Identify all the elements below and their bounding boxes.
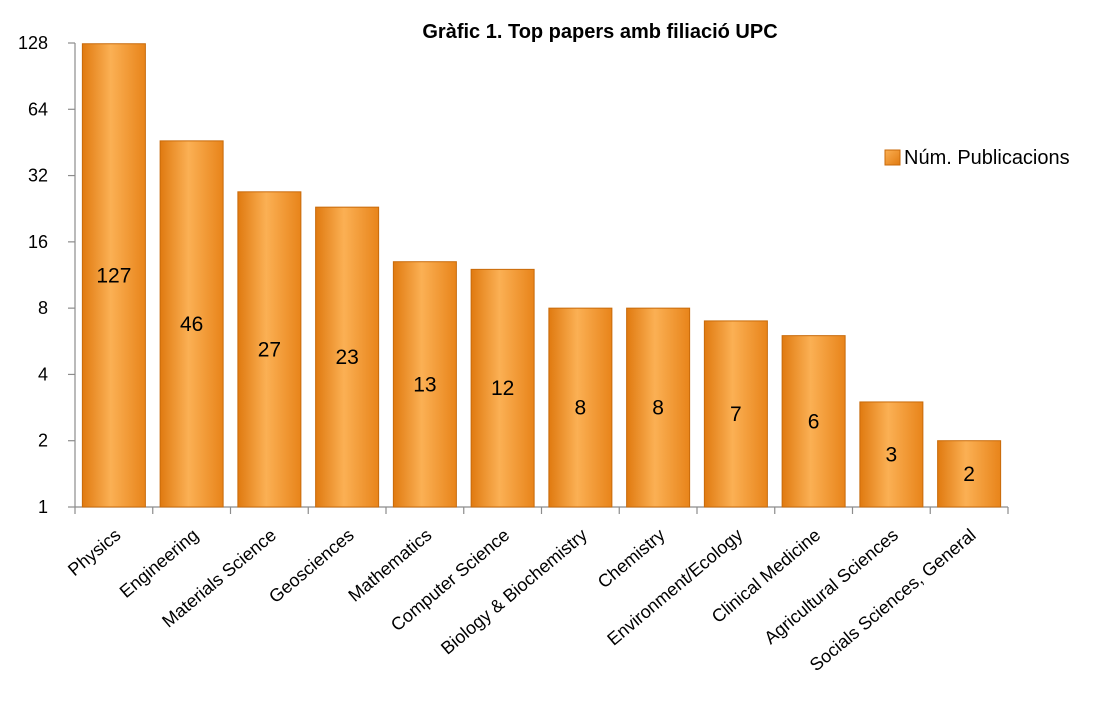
- data-label: 13: [413, 373, 436, 396]
- y-tick-label: 64: [28, 99, 48, 119]
- bar: [392, 261, 457, 508]
- bar: [81, 43, 146, 508]
- x-tick-label: Chemistry: [594, 525, 669, 592]
- data-label: 12: [491, 377, 514, 400]
- bar: [859, 401, 924, 508]
- data-label: 8: [652, 397, 664, 420]
- bar: [626, 307, 691, 508]
- y-tick-label: 4: [38, 364, 48, 384]
- bar: [781, 335, 846, 508]
- y-tick-label: 16: [28, 232, 48, 252]
- bar: [159, 140, 224, 508]
- x-tick-label: Environment/Ecology: [603, 525, 746, 650]
- data-label: 6: [808, 410, 820, 433]
- bar: [237, 191, 302, 508]
- data-label: 23: [335, 346, 358, 369]
- legend: Núm. Publicacions: [884, 147, 1070, 169]
- legend-label: Núm. Publicacions: [904, 147, 1070, 169]
- y-tick-label: 1: [38, 497, 48, 517]
- data-label: 46: [180, 313, 203, 336]
- y-tick-label: 32: [28, 166, 48, 186]
- legend-swatch: [884, 149, 901, 166]
- bar: [703, 320, 768, 508]
- chart-title: Gràfic 1. Top papers amb filiació UPC: [422, 21, 777, 43]
- data-label: 127: [96, 264, 131, 287]
- y-tick-label: 8: [38, 298, 48, 318]
- bar: [937, 440, 1002, 508]
- x-tick-label: Geosciences: [265, 525, 358, 607]
- y-tick-label: 128: [18, 33, 48, 53]
- data-label: 2: [963, 463, 975, 486]
- data-label: 7: [730, 403, 742, 426]
- x-tick-label: Physics: [64, 525, 124, 580]
- bars-group: 127 46 27 23 13 12 8 8 7 6 3 2: [81, 43, 1002, 508]
- bar: [315, 206, 380, 508]
- x-tick-label: Agricultural Sciences: [760, 525, 902, 648]
- bar: [548, 307, 613, 508]
- data-label: 8: [575, 397, 587, 420]
- bar: [470, 268, 535, 508]
- y-tick-label: 2: [38, 431, 48, 451]
- x-tick-label: Biology & Biochemistry: [437, 525, 591, 659]
- data-label: 3: [886, 443, 898, 466]
- data-label: 27: [258, 338, 281, 361]
